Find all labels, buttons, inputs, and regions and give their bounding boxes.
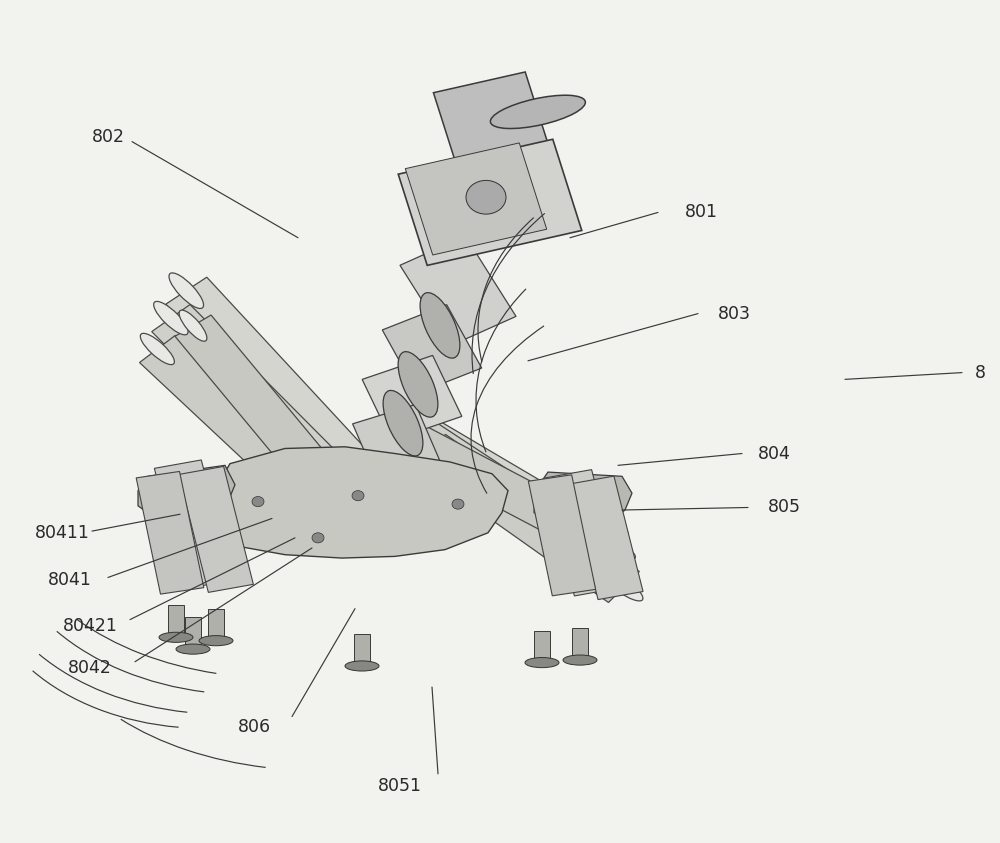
Bar <box>572 628 588 658</box>
Polygon shape <box>528 475 596 596</box>
Bar <box>208 609 224 638</box>
Ellipse shape <box>525 658 559 668</box>
Bar <box>354 634 370 663</box>
Polygon shape <box>136 471 204 594</box>
Text: 8042: 8042 <box>68 658 112 677</box>
Ellipse shape <box>140 333 174 365</box>
Text: 801: 801 <box>685 203 718 222</box>
Text: 805: 805 <box>768 498 801 517</box>
Text: 80421: 80421 <box>63 616 118 635</box>
Ellipse shape <box>596 554 637 582</box>
Bar <box>168 605 184 635</box>
Polygon shape <box>362 356 462 440</box>
Polygon shape <box>353 405 447 497</box>
Ellipse shape <box>352 491 364 501</box>
Polygon shape <box>405 143 547 255</box>
Polygon shape <box>433 72 551 173</box>
Ellipse shape <box>345 661 379 671</box>
Bar <box>534 631 550 660</box>
Text: 80411: 80411 <box>35 524 90 542</box>
Polygon shape <box>175 315 359 514</box>
Ellipse shape <box>199 636 233 646</box>
Polygon shape <box>138 465 235 516</box>
Text: 806: 806 <box>238 717 271 736</box>
Polygon shape <box>415 434 639 603</box>
Polygon shape <box>569 476 643 599</box>
Ellipse shape <box>583 531 627 559</box>
Polygon shape <box>344 464 430 547</box>
Polygon shape <box>370 398 620 563</box>
Ellipse shape <box>420 293 460 358</box>
Text: 8051: 8051 <box>378 776 422 795</box>
Text: 803: 803 <box>718 304 751 323</box>
Ellipse shape <box>169 273 204 309</box>
Polygon shape <box>154 460 232 588</box>
Polygon shape <box>166 277 374 485</box>
Polygon shape <box>545 470 621 596</box>
Polygon shape <box>534 472 632 523</box>
Ellipse shape <box>176 644 210 654</box>
Ellipse shape <box>563 655 597 665</box>
Polygon shape <box>386 417 628 564</box>
Ellipse shape <box>179 310 207 341</box>
Ellipse shape <box>597 537 635 559</box>
Polygon shape <box>382 304 482 394</box>
Ellipse shape <box>605 573 643 601</box>
Ellipse shape <box>154 302 188 335</box>
Ellipse shape <box>466 180 506 214</box>
Text: 802: 802 <box>92 127 125 146</box>
Polygon shape <box>179 466 253 593</box>
Polygon shape <box>140 336 344 521</box>
Ellipse shape <box>398 352 438 417</box>
Ellipse shape <box>252 497 264 507</box>
Bar <box>185 617 201 647</box>
Text: 8041: 8041 <box>48 571 92 589</box>
Polygon shape <box>392 414 632 584</box>
Text: 8: 8 <box>975 363 986 382</box>
Ellipse shape <box>312 533 324 543</box>
Polygon shape <box>198 447 508 558</box>
Ellipse shape <box>490 95 585 128</box>
Text: 804: 804 <box>758 444 791 463</box>
Ellipse shape <box>383 390 423 456</box>
Ellipse shape <box>159 632 193 642</box>
Polygon shape <box>152 304 362 505</box>
Polygon shape <box>400 236 516 346</box>
Ellipse shape <box>452 499 464 509</box>
Polygon shape <box>398 139 582 266</box>
